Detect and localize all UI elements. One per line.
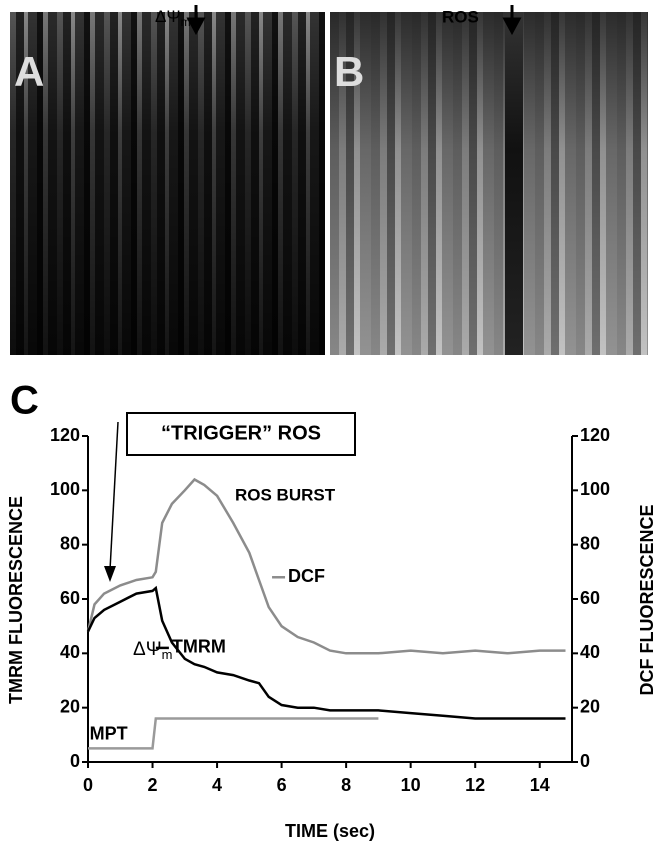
y2-tick-label: 100 — [580, 479, 610, 499]
y2-tick-label: 120 — [580, 425, 610, 445]
y2-axis-label: DCF FLUORESCENCE — [637, 504, 657, 695]
x-tick-label: 8 — [341, 775, 351, 795]
series-line — [88, 717, 379, 750]
annotation: “TRIGGER” ROS — [161, 422, 321, 444]
y2-tick-label: 20 — [580, 696, 600, 716]
panel-b-dark-band — [505, 12, 523, 355]
marker-subscript: m — [181, 15, 191, 29]
arrow — [502, 5, 522, 36]
y2-tick-label: 60 — [580, 588, 600, 608]
x-tick-label: 14 — [530, 775, 550, 795]
legend-label: MPT — [90, 724, 128, 744]
marker-text: ΔΨm — [155, 7, 191, 29]
y-tick-label: 0 — [70, 751, 80, 771]
marker-text: ROS — [442, 7, 479, 26]
y2-tick-label: 40 — [580, 642, 600, 662]
legend-label: TMRM — [172, 637, 226, 657]
panel-a-image — [10, 12, 325, 355]
y-axis-label: TMRM FLUORESCENCE — [6, 496, 26, 704]
x-tick-label: 10 — [401, 775, 421, 795]
x-tick-label: 12 — [465, 775, 485, 795]
annotation-box — [126, 412, 356, 456]
series-line — [86, 477, 566, 655]
y2-tick-label: 80 — [580, 533, 600, 553]
panel-label: C — [10, 379, 39, 423]
annotation-symbol: ΔΨ — [133, 639, 162, 660]
x-tick-label: 2 — [148, 775, 158, 795]
annotation: ΔΨm — [133, 639, 172, 662]
x-tick-label: 4 — [212, 775, 222, 795]
y-tick-label: 100 — [50, 479, 80, 499]
y-tick-label: 40 — [60, 642, 80, 662]
y-tick-label: 20 — [60, 696, 80, 716]
panel-label: B — [334, 48, 364, 95]
x-axis-label: TIME (sec) — [285, 821, 375, 841]
arrow-head — [104, 566, 116, 582]
panel-label: A — [14, 48, 44, 95]
y-tick-label: 80 — [60, 533, 80, 553]
series-line — [86, 585, 566, 720]
arrow — [186, 5, 206, 36]
annotation: ROS BURST — [235, 485, 336, 504]
y-tick-label: 120 — [50, 425, 80, 445]
x-tick-label: 0 — [83, 775, 93, 795]
x-tick-label: 6 — [277, 775, 287, 795]
legend-label: DCF — [288, 566, 325, 586]
annotation-subscript: m — [162, 647, 173, 662]
y-tick-label: 60 — [60, 588, 80, 608]
arrow — [109, 421, 119, 571]
marker-symbol: ΔΨ — [155, 7, 181, 26]
y2-tick-label: 0 — [580, 751, 590, 771]
panel-b-image — [330, 12, 648, 355]
